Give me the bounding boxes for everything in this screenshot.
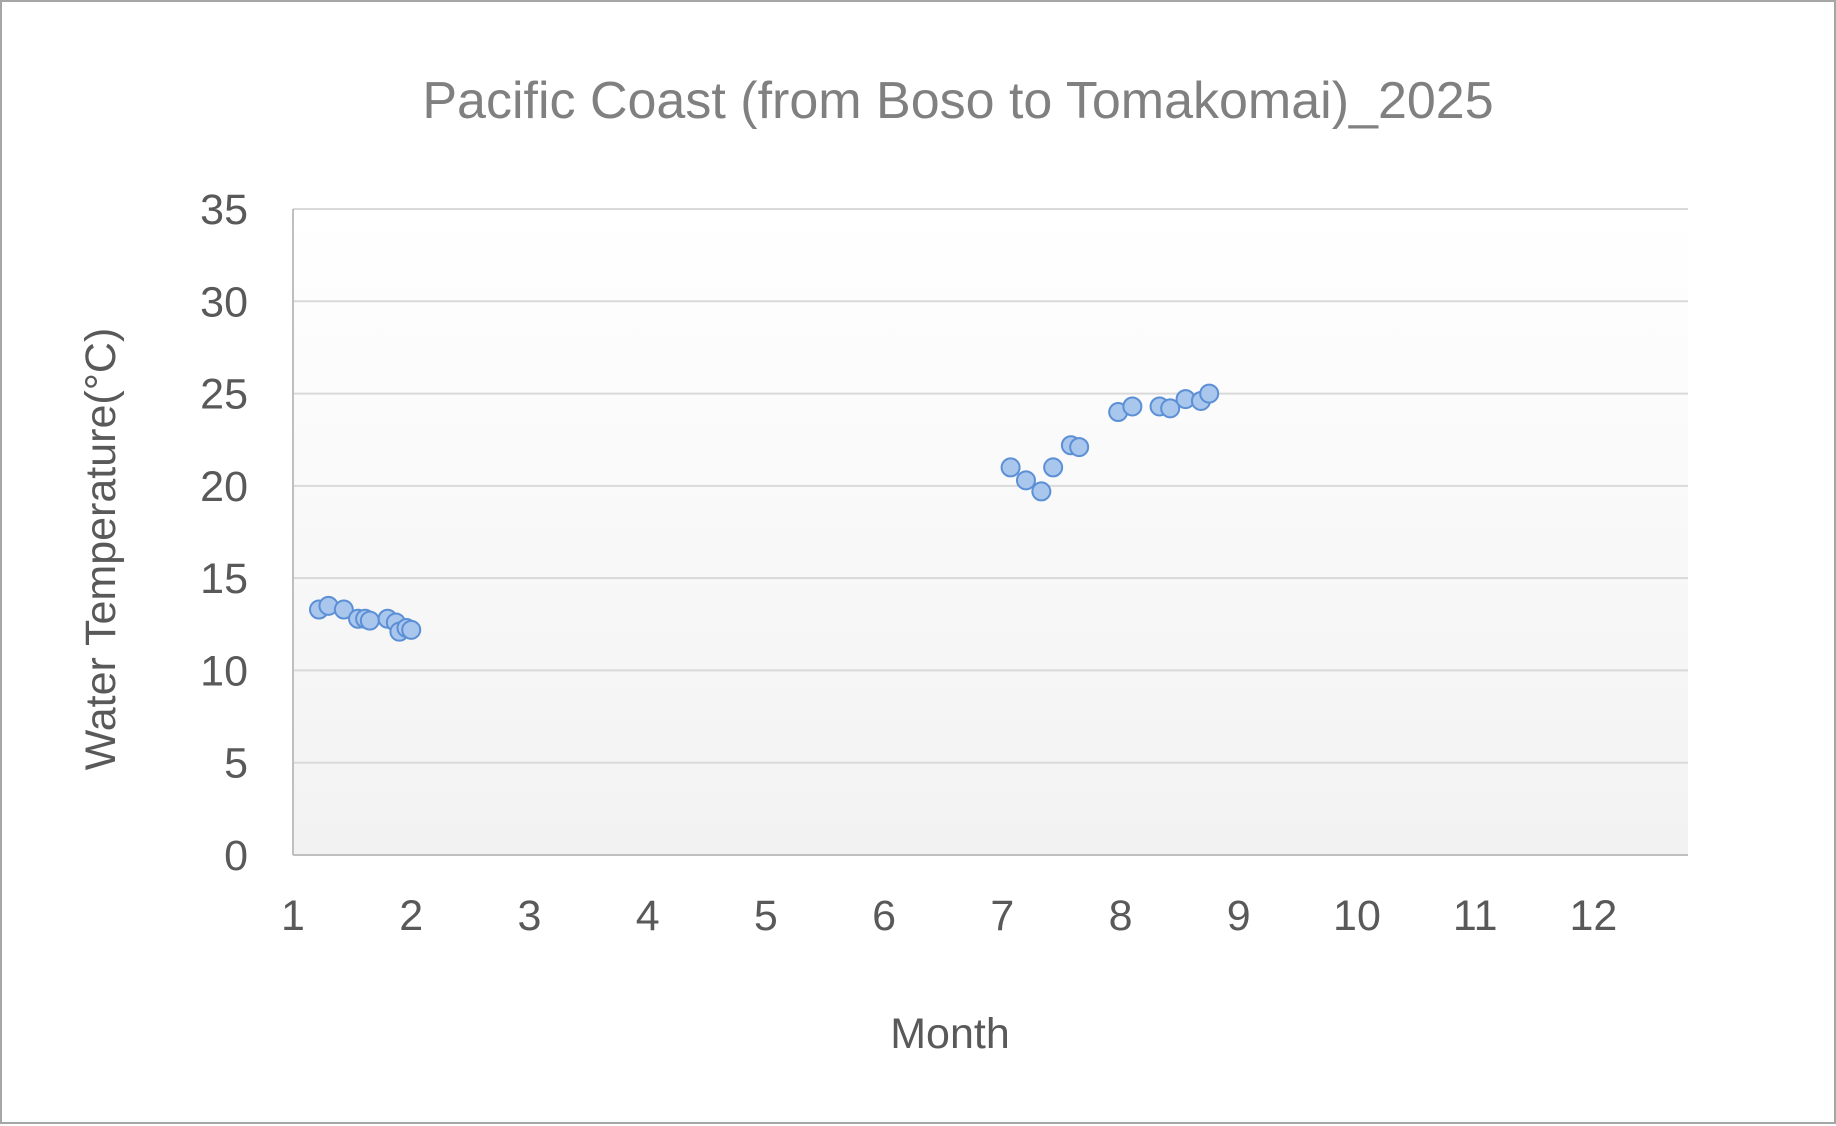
data-point bbox=[1122, 396, 1143, 417]
x-tick-label: 9 bbox=[1227, 892, 1251, 940]
chart-title: Pacific Coast (from Boso to Tomakomai)_2… bbox=[422, 72, 1493, 130]
y-tick-label: 30 bbox=[200, 278, 248, 326]
y-tick-label: 15 bbox=[200, 555, 248, 603]
data-point bbox=[1160, 398, 1181, 419]
data-point bbox=[359, 610, 380, 631]
data-point bbox=[1069, 437, 1090, 458]
x-tick-label: 7 bbox=[990, 892, 1014, 940]
y-axis-title: Water Temperature(°C) bbox=[77, 328, 125, 771]
data-point bbox=[1043, 457, 1064, 478]
x-tick-label: 12 bbox=[1570, 892, 1618, 940]
x-axis-title: Month bbox=[890, 1010, 1010, 1058]
data-point bbox=[1000, 457, 1021, 478]
y-tick-label: 5 bbox=[224, 740, 248, 788]
y-tick-label: 35 bbox=[200, 186, 248, 234]
y-tick-label: 20 bbox=[200, 463, 248, 511]
x-tick-label: 8 bbox=[1109, 892, 1133, 940]
x-tick-label: 2 bbox=[399, 892, 423, 940]
x-tick-labels: 1 2 3 4 5 6 7 8 9 10 11 12 bbox=[281, 892, 1617, 940]
axes bbox=[292, 209, 1688, 856]
y-tick-labels: 0 5 10 15 20 25 30 35 bbox=[200, 186, 248, 880]
x-tick-label: 4 bbox=[636, 892, 660, 940]
data-point bbox=[1031, 481, 1052, 502]
data-point bbox=[333, 599, 354, 620]
x-tick-label: 6 bbox=[872, 892, 896, 940]
y-tick-label: 25 bbox=[200, 371, 248, 419]
data-points bbox=[309, 383, 1220, 642]
x-tick-label: 3 bbox=[517, 892, 541, 940]
data-point bbox=[1015, 470, 1036, 491]
x-tick-label: 11 bbox=[1453, 892, 1498, 940]
data-point bbox=[401, 619, 422, 640]
data-point bbox=[1199, 383, 1220, 404]
x-tick-label: 1 bbox=[281, 892, 305, 940]
gridlines bbox=[293, 208, 1688, 764]
y-tick-label: 10 bbox=[200, 647, 248, 695]
x-tick-label: 10 bbox=[1333, 892, 1381, 940]
y-tick-label: 0 bbox=[224, 832, 248, 880]
plot-area bbox=[293, 209, 1688, 855]
x-tick-label: 5 bbox=[754, 892, 778, 940]
